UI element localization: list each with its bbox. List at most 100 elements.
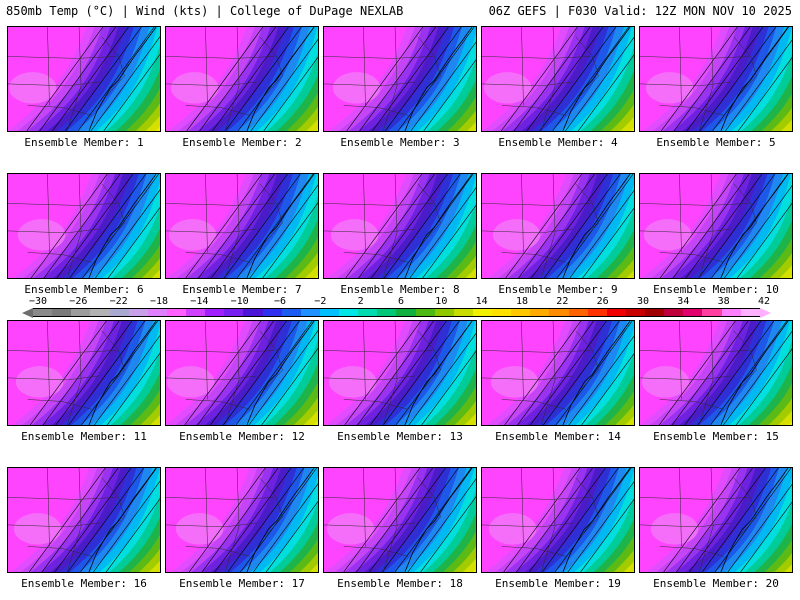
colorbar-cell [166, 309, 186, 316]
state-border [363, 468, 366, 547]
contour-line [197, 321, 275, 425]
colorbar-tick-label: 10 [435, 296, 448, 307]
contour-line [262, 202, 318, 278]
contour-line [214, 468, 292, 572]
state-border [575, 477, 599, 537]
state-border [8, 203, 117, 206]
colorbar-tick-label: 30 [636, 296, 650, 307]
contour-line [357, 321, 434, 425]
colorbar-strip [33, 308, 760, 317]
ensemble-member-label: Ensemble Member: 8 [340, 283, 460, 296]
contour-line [517, 321, 594, 425]
contour-line [516, 468, 593, 572]
state-border [166, 203, 275, 206]
contour-line [528, 468, 606, 572]
colorbar-tick-label: 42 [757, 296, 771, 307]
contour-line [30, 174, 108, 278]
contour-line [356, 468, 434, 572]
state-border [733, 183, 757, 243]
contour-line [500, 27, 578, 131]
colorbar-low-arrow [22, 308, 33, 318]
state-border [101, 477, 125, 537]
temperature-field-svg [166, 468, 318, 572]
temperature-field-svg [640, 321, 792, 425]
ensemble-member-map [323, 320, 477, 426]
run-valid-time: 06Z GEFS | F030 Valid: 12Z MON NOV 10 20… [488, 4, 792, 18]
colorbar-cell [281, 309, 301, 316]
temperature-band [789, 275, 792, 278]
state-border [324, 522, 415, 528]
temperature-field-svg [324, 174, 476, 278]
contour-line [106, 352, 160, 425]
contour-line [420, 496, 476, 572]
temperature-band [633, 571, 634, 572]
ensemble-member-label: Ensemble Member: 18 [337, 577, 463, 590]
temperature-band [141, 258, 160, 278]
colorbar-cell [453, 309, 473, 316]
contour-line [567, 481, 634, 572]
state-border [259, 477, 283, 537]
contour-line [265, 500, 318, 572]
state-border [224, 27, 240, 131]
contour-line [54, 468, 132, 572]
contour-line [64, 27, 142, 131]
contour-line [676, 468, 753, 572]
colorbar-cell [472, 309, 492, 316]
state-border [324, 56, 433, 59]
state-border [224, 468, 240, 572]
colorbar-cell [740, 309, 760, 316]
contour-line [344, 321, 422, 425]
state-border [482, 56, 591, 59]
coastline [720, 468, 789, 572]
coastline [88, 174, 157, 278]
colorbar-tick-label: −6 [273, 296, 287, 307]
state-border [382, 27, 398, 131]
state-border [640, 81, 731, 87]
contour-line [382, 321, 460, 425]
cold-core [170, 72, 219, 104]
cold-core [168, 219, 217, 251]
contour-line [28, 468, 106, 572]
contour-line [503, 468, 581, 572]
state-border [540, 27, 556, 131]
ensemble-member-map [481, 320, 635, 426]
contour-line [394, 468, 472, 572]
state-border [733, 477, 757, 537]
ensemble-member-map [7, 26, 161, 132]
ensemble-member-label: Ensemble Member: 19 [495, 577, 621, 590]
colorbar-cell [530, 309, 550, 316]
ensemble-member-map [165, 467, 319, 573]
contour-line [555, 321, 633, 425]
contour-line [660, 27, 738, 131]
contour-line [577, 54, 634, 131]
state-border [166, 56, 275, 59]
temperature-colorbar: −30 −26 −22 −18 −14 −10 −6 −2 2 6 10 14 18 22 26 30 34 38… [0, 296, 800, 318]
contour-line [90, 36, 160, 131]
temperature-band [616, 259, 634, 278]
colorbar-cell [52, 309, 72, 316]
coastline [562, 321, 631, 425]
temperature-band [313, 420, 318, 425]
contour-line [526, 27, 604, 131]
contour-line [42, 321, 120, 425]
state-border [47, 321, 50, 400]
state-border [185, 105, 250, 116]
colorbar-cell [664, 309, 684, 316]
contour-line [723, 185, 792, 278]
state-border [185, 252, 250, 263]
contour-line [723, 330, 792, 425]
state-border [66, 174, 82, 278]
contour-line [198, 174, 276, 278]
state-border [417, 36, 441, 96]
cold-core [492, 219, 541, 251]
state-border [659, 105, 724, 116]
contour-line [727, 483, 792, 572]
colorbar-tick-label: 6 [397, 296, 405, 307]
state-border [482, 228, 573, 234]
temperature-field-svg [166, 321, 318, 425]
contour-line [529, 321, 607, 425]
coastline [246, 468, 315, 572]
temperature-band [626, 270, 634, 278]
contour-line [343, 468, 421, 572]
contour-line [582, 207, 634, 278]
